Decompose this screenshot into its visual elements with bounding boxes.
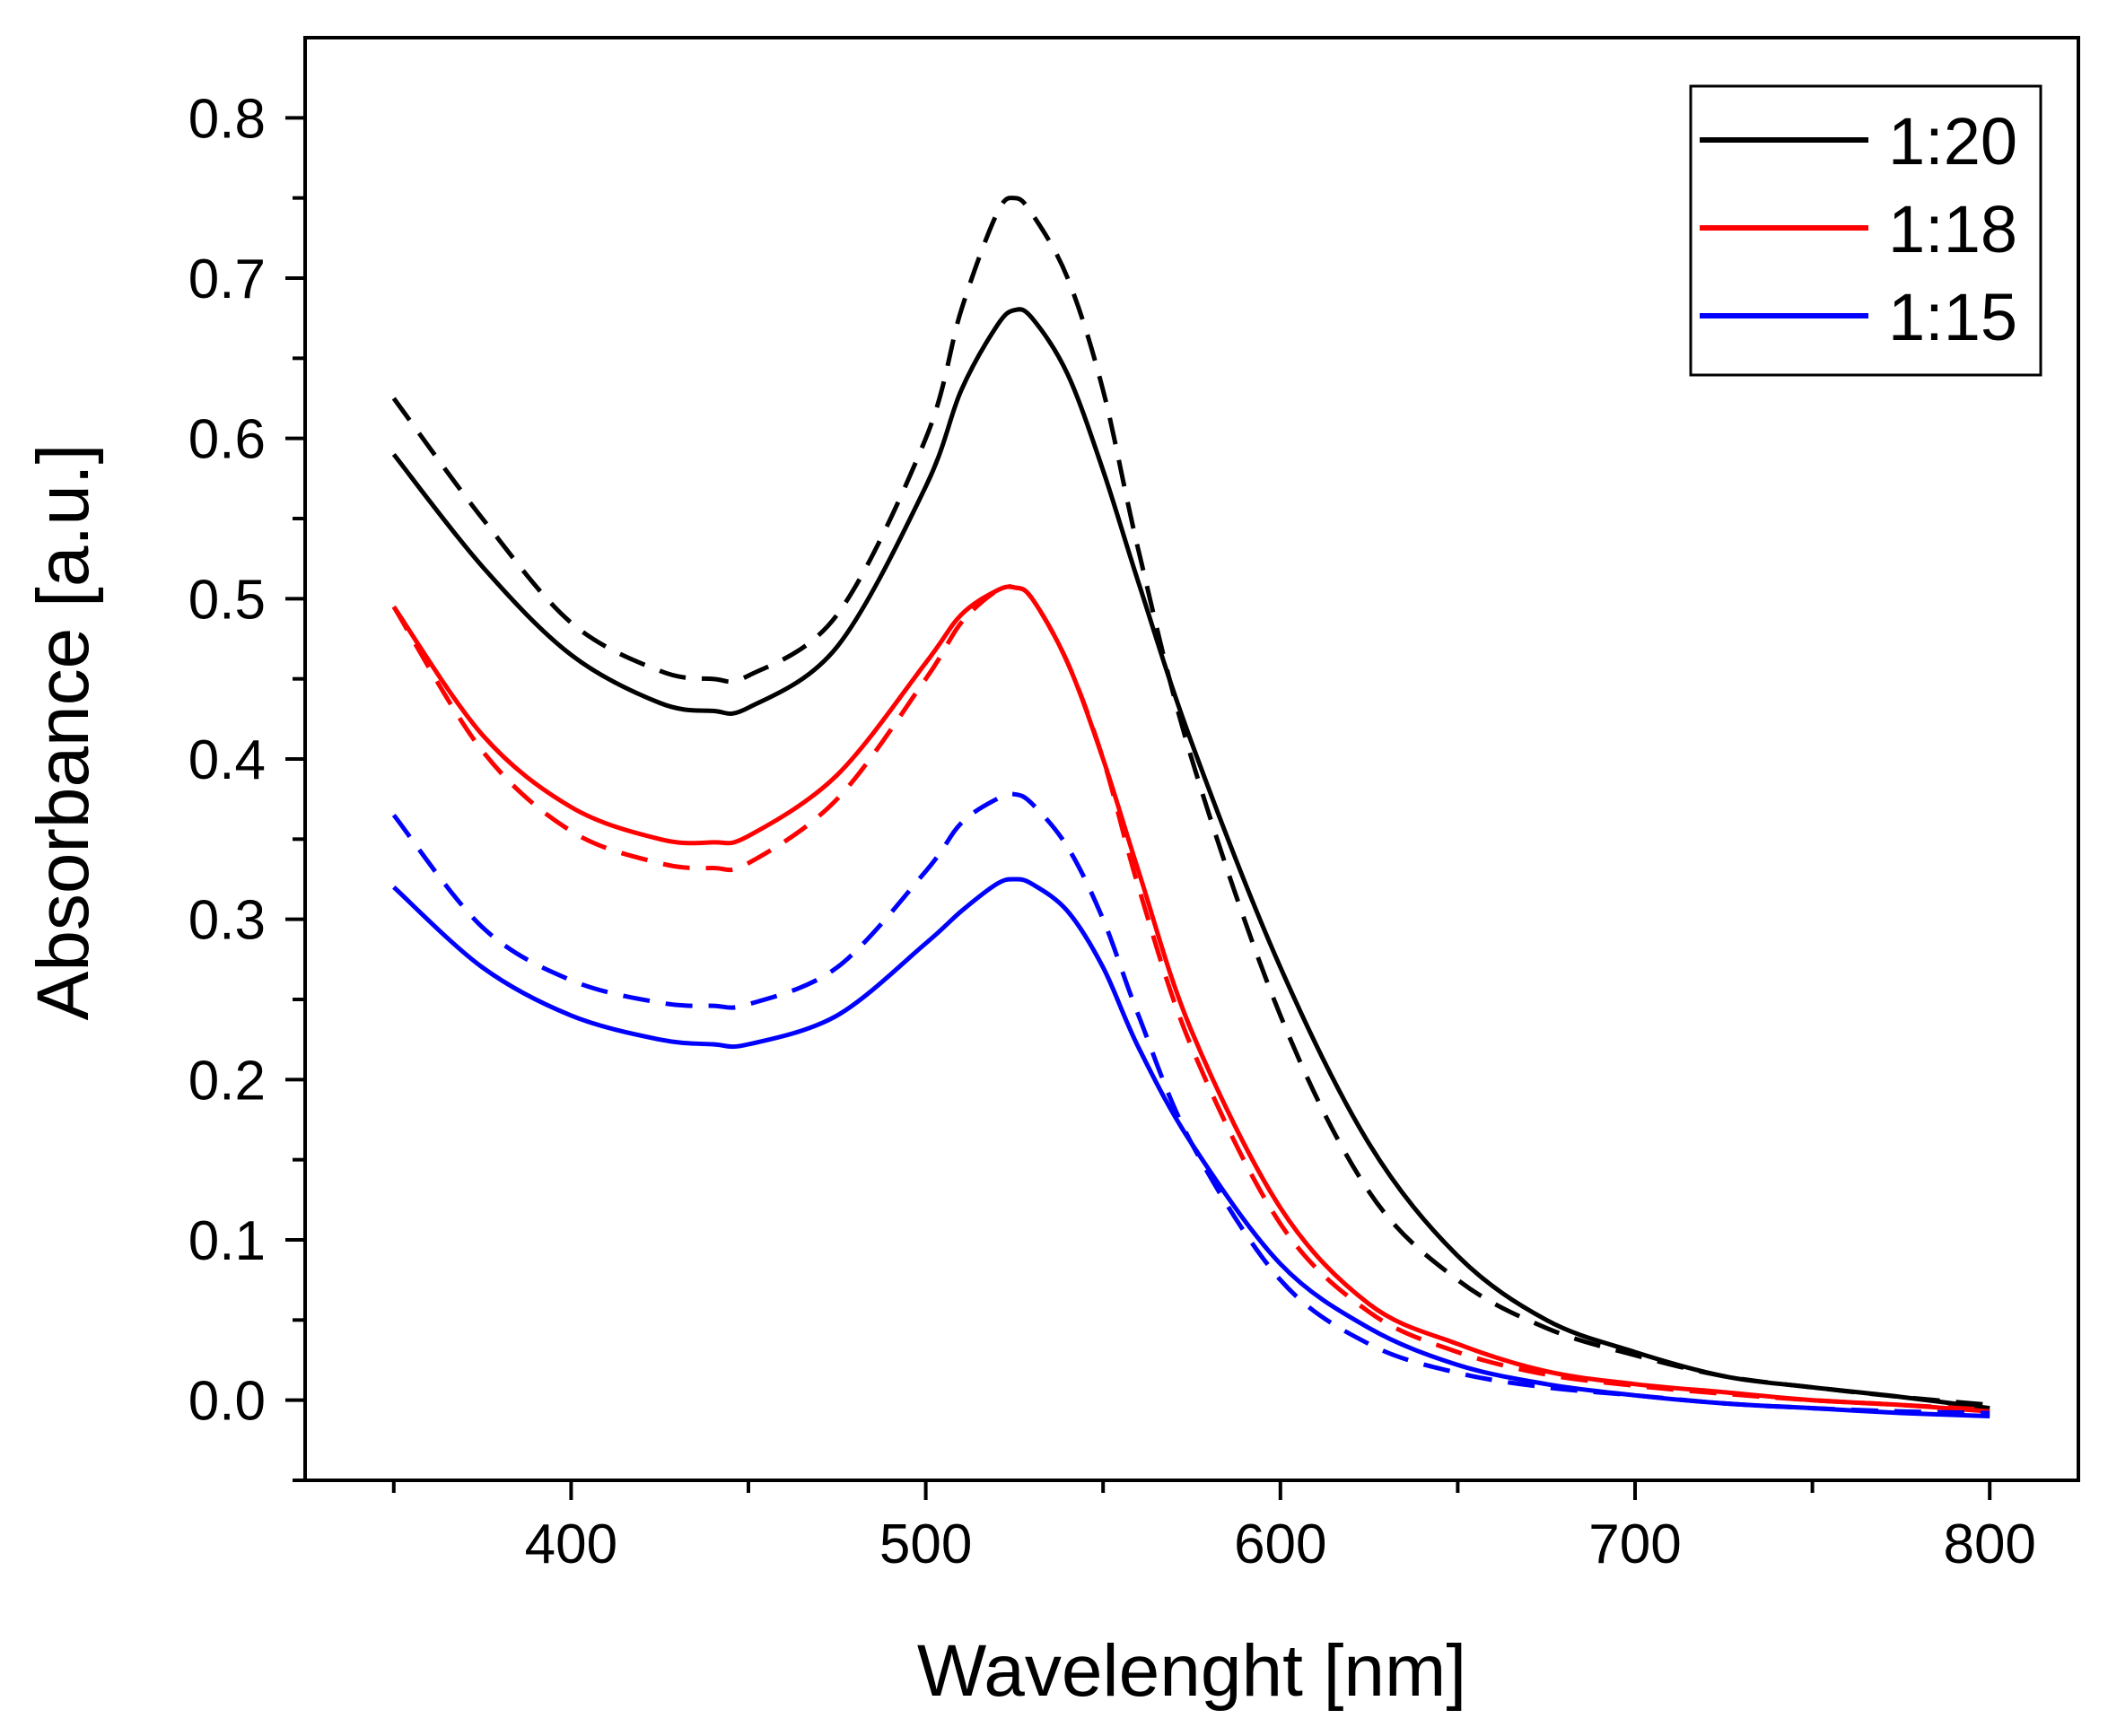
y-tick-label: 0.0 — [188, 1371, 266, 1433]
x-axis-title: Wavelenght [nm] — [917, 1630, 1466, 1712]
series-line-1-20-dashed — [391, 196, 1990, 1408]
legend-label: 1:18 — [1888, 192, 2017, 266]
x-tick-label: 800 — [1943, 1514, 2035, 1575]
ticks-layer: 400 500 600 700 800 0.0 0.1 0.2 0.3 0.4 0.5 0.6 0.7 0… — [188, 88, 2036, 1575]
y-tick-label: 0.2 — [188, 1050, 266, 1112]
x-tick-label: 600 — [1234, 1514, 1326, 1575]
series-line-1-18-dashed — [391, 584, 1990, 1412]
x-tick-label: 700 — [1588, 1514, 1681, 1575]
series-layer — [391, 196, 1990, 1418]
y-tick-label: 0.3 — [188, 890, 266, 952]
series-line-1-15 — [392, 877, 1990, 1418]
x-tick-label: 400 — [525, 1514, 617, 1575]
x-tick-label: 500 — [879, 1514, 972, 1575]
legend: 1:20 1:18 1:15 — [1689, 84, 2042, 377]
y-tick-label: 0.7 — [188, 249, 266, 310]
series-line-1-20 — [391, 307, 1990, 1411]
y-tick-label: 0.6 — [188, 409, 266, 471]
legend-label: 1:20 — [1888, 104, 2017, 179]
y-tick-label: 0.8 — [188, 88, 266, 150]
y-tick-label: 0.1 — [188, 1210, 266, 1272]
y-tick-label: 0.4 — [188, 729, 266, 791]
y-axis-title: Absorbance [a.u.] — [22, 444, 104, 1021]
y-tick-label: 0.5 — [188, 569, 266, 631]
series-line-1-15-dashed — [391, 791, 1990, 1416]
legend-label: 1:15 — [1888, 280, 2017, 354]
